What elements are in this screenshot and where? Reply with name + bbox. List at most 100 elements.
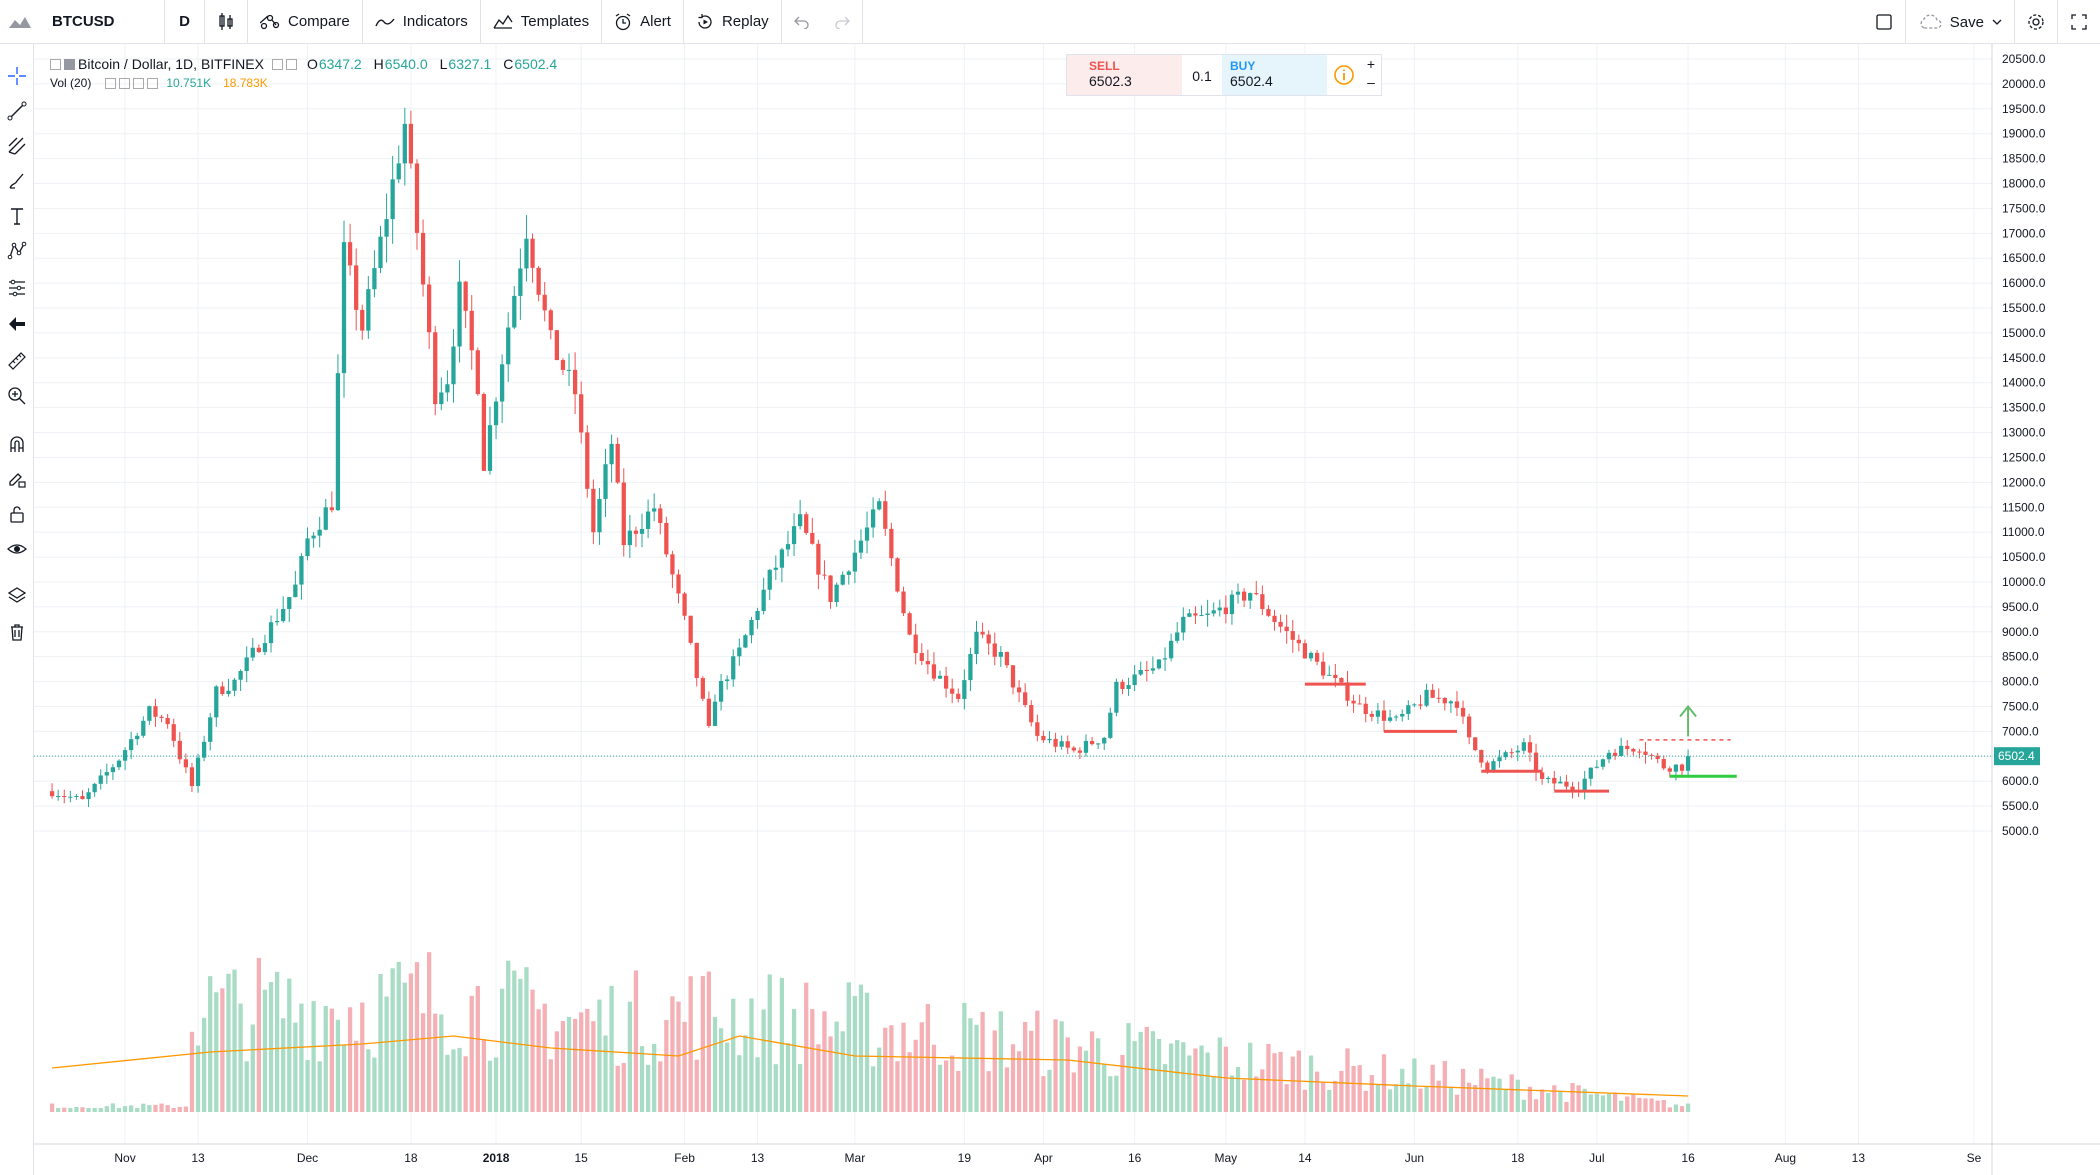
candle-body bbox=[1314, 652, 1320, 662]
size-stepper[interactable]: + – bbox=[1361, 55, 1381, 95]
candle-body bbox=[402, 123, 407, 164]
candle-body bbox=[323, 507, 328, 530]
volume-bar bbox=[1029, 1030, 1034, 1112]
candle-body bbox=[1327, 674, 1332, 676]
zoom-tool-button[interactable] bbox=[5, 384, 29, 408]
candle-body bbox=[49, 791, 55, 797]
save-button[interactable]: Save bbox=[1906, 0, 2015, 44]
volume-more-icon[interactable] bbox=[133, 77, 145, 89]
hide-drawings-button[interactable] bbox=[5, 537, 29, 561]
indicators-label: Indicators bbox=[402, 13, 468, 30]
volume-bar bbox=[49, 1103, 55, 1112]
interval-button[interactable]: D bbox=[165, 0, 205, 44]
replay-button[interactable]: Replay bbox=[684, 0, 782, 44]
info-button[interactable] bbox=[1327, 55, 1361, 95]
volume-bar bbox=[402, 982, 407, 1112]
remove-drawings-button[interactable] bbox=[5, 620, 29, 644]
candle-body bbox=[116, 760, 122, 768]
fib-tool-button[interactable] bbox=[5, 134, 29, 158]
volume-hide-icon[interactable] bbox=[119, 77, 131, 89]
price-chart[interactable]: 20500.0 20000.0 19500.0 19000.0 18500.0 18000… bbox=[34, 44, 2100, 1175]
volume-bar bbox=[810, 1009, 815, 1112]
trend-line-tool-button[interactable] bbox=[5, 99, 29, 123]
chart-pane[interactable]: 20500.0 20000.0 19500.0 19000.0 18500.0 18000… bbox=[34, 44, 2100, 1175]
volume-bar bbox=[281, 1018, 286, 1112]
candle-body bbox=[658, 508, 663, 523]
magnet-button[interactable] bbox=[5, 432, 29, 456]
collapse-legend-icon[interactable] bbox=[50, 58, 61, 70]
candle-body bbox=[1235, 591, 1241, 595]
candle-body bbox=[603, 464, 608, 499]
volume-bar bbox=[664, 1020, 669, 1112]
size-decrease-icon[interactable]: – bbox=[1367, 74, 1375, 90]
volume-bar bbox=[1406, 1083, 1411, 1112]
candle-body bbox=[1193, 613, 1198, 616]
candle-body bbox=[694, 642, 699, 679]
settings-button[interactable] bbox=[2015, 0, 2058, 44]
symbol-search[interactable]: BTCUSD bbox=[40, 0, 165, 44]
buy-button[interactable]: BUY 6502.4 bbox=[1222, 55, 1327, 95]
zoom-in-icon bbox=[8, 387, 26, 405]
back-arrow-button[interactable] bbox=[5, 312, 29, 336]
volume-bar bbox=[141, 1103, 146, 1112]
alert-button[interactable]: Alert bbox=[602, 0, 684, 44]
volume-bar bbox=[560, 1020, 566, 1112]
price-axis-tick-label: 18500.0 bbox=[2002, 152, 2046, 166]
candle-body bbox=[1168, 640, 1174, 659]
templates-button[interactable]: Templates bbox=[481, 0, 603, 44]
order-size[interactable]: 0.1 bbox=[1192, 68, 1212, 84]
volume-bar bbox=[62, 1107, 67, 1112]
price-axis-tick-label: 7500.0 bbox=[2002, 699, 2039, 713]
candle-body bbox=[725, 679, 730, 682]
candle-body bbox=[360, 309, 365, 331]
series-hide-icon[interactable] bbox=[285, 58, 297, 70]
volume-bar bbox=[1479, 1068, 1484, 1112]
volume-bar bbox=[1357, 1065, 1362, 1112]
volume-bar bbox=[840, 1031, 845, 1112]
pencil-lock-icon bbox=[9, 473, 26, 488]
volume-bar bbox=[1089, 1031, 1095, 1112]
expand-button[interactable] bbox=[2058, 0, 2100, 44]
candle-body bbox=[1266, 609, 1271, 616]
price-axis-tick-label: 12500.0 bbox=[2002, 450, 2046, 464]
prediction-tool-button[interactable] bbox=[5, 276, 29, 300]
candle-body bbox=[530, 238, 535, 268]
candle-body bbox=[1631, 748, 1636, 752]
volume-bar bbox=[542, 1003, 547, 1112]
stay-in-drawing-button[interactable] bbox=[5, 467, 29, 491]
fullscreen-toggle-button[interactable] bbox=[1863, 0, 1906, 44]
tradingview-logo[interactable] bbox=[0, 0, 40, 44]
chart-style-button[interactable] bbox=[205, 0, 248, 44]
candle-body bbox=[1667, 768, 1672, 772]
open-label: O bbox=[306, 56, 318, 72]
undo-button[interactable] bbox=[782, 0, 822, 44]
series-settings-icon[interactable] bbox=[271, 58, 283, 70]
redo-button[interactable] bbox=[822, 0, 863, 44]
lock-button[interactable] bbox=[5, 502, 29, 526]
volume-bar bbox=[1314, 1071, 1320, 1112]
object-tree-button[interactable] bbox=[5, 584, 29, 608]
compare-button[interactable]: Compare bbox=[248, 0, 363, 44]
size-increase-icon[interactable]: + bbox=[1366, 56, 1376, 72]
candle-body bbox=[773, 567, 778, 570]
volume-close-icon[interactable] bbox=[147, 77, 159, 89]
ruler-tool-button[interactable] bbox=[5, 349, 29, 373]
volume-settings-icon[interactable] bbox=[105, 77, 117, 89]
candle-body bbox=[785, 544, 791, 550]
candle-body bbox=[1260, 594, 1265, 610]
pattern-tool-button[interactable] bbox=[5, 239, 29, 263]
volume-bar bbox=[1284, 1084, 1289, 1112]
indicators-button[interactable]: Indicators bbox=[363, 0, 481, 44]
candle-body bbox=[165, 717, 170, 725]
volume-bar bbox=[159, 1103, 164, 1112]
sell-button[interactable]: SELL 6502.3 bbox=[1067, 55, 1182, 95]
volume-bar bbox=[1497, 1078, 1502, 1112]
candle-body bbox=[445, 384, 450, 393]
crosshair-tool-button[interactable] bbox=[5, 64, 29, 88]
candle-body bbox=[177, 740, 182, 760]
volume-bar bbox=[603, 1035, 608, 1112]
volume-bar bbox=[1266, 1043, 1271, 1112]
volume-bar bbox=[1369, 1075, 1374, 1112]
text-tool-button[interactable] bbox=[5, 204, 29, 228]
brush-tool-button[interactable] bbox=[5, 169, 29, 193]
